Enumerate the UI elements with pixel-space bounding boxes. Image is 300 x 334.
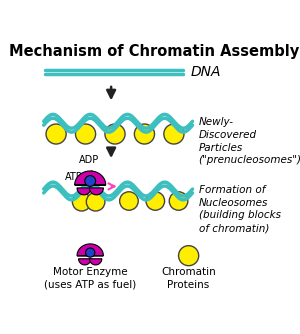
Text: ATP: ATP <box>65 172 83 182</box>
Text: DNA: DNA <box>191 65 221 79</box>
Circle shape <box>72 192 91 211</box>
Circle shape <box>164 124 184 144</box>
Circle shape <box>178 246 199 266</box>
Polygon shape <box>79 259 91 265</box>
Text: Motor Enzyme
(uses ATP as fuel): Motor Enzyme (uses ATP as fuel) <box>44 267 136 290</box>
Circle shape <box>146 192 165 210</box>
Text: Mechanism of Chromatin Assembly: Mechanism of Chromatin Assembly <box>9 44 299 59</box>
Circle shape <box>85 248 95 257</box>
Circle shape <box>76 124 96 144</box>
Polygon shape <box>77 188 91 195</box>
Text: Newly-
Discovered
Particles
("prenucleosomes"): Newly- Discovered Particles ("prenucleos… <box>199 117 300 165</box>
Circle shape <box>46 124 66 144</box>
Text: ADP: ADP <box>79 155 99 165</box>
Circle shape <box>120 192 138 210</box>
Text: Formation of
Nucleosomes
(building blocks
of chromatin): Formation of Nucleosomes (building block… <box>199 185 281 233</box>
Circle shape <box>105 124 125 144</box>
Polygon shape <box>89 259 102 265</box>
Circle shape <box>169 192 188 210</box>
Text: Chromatin
Proteins: Chromatin Proteins <box>161 267 216 290</box>
Polygon shape <box>75 171 106 185</box>
Circle shape <box>86 192 105 211</box>
Circle shape <box>134 124 154 144</box>
Polygon shape <box>77 244 104 256</box>
Circle shape <box>85 176 96 186</box>
Polygon shape <box>89 188 103 195</box>
